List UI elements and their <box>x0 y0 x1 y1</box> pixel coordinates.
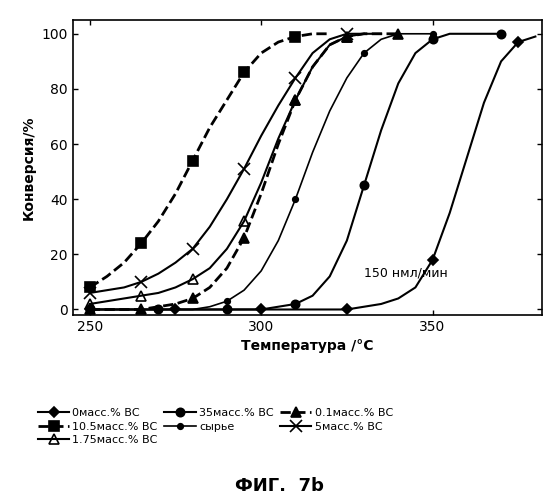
X-axis label: Температура /°C: Температура /°C <box>241 340 374 353</box>
Legend: 0масс.% ВС, 10.5масс.% ВС, 1.75масс.% ВС, 35масс.% ВС, сырье, 0.1масс.% ВС, 5мас: 0масс.% ВС, 10.5масс.% ВС, 1.75масс.% ВС… <box>34 404 397 450</box>
Y-axis label: Конверсия/%: Конверсия/% <box>22 116 36 220</box>
Text: ФИГ.  7b: ФИГ. 7b <box>235 477 324 495</box>
Text: 150 нмл/мин: 150 нмл/мин <box>364 266 448 280</box>
